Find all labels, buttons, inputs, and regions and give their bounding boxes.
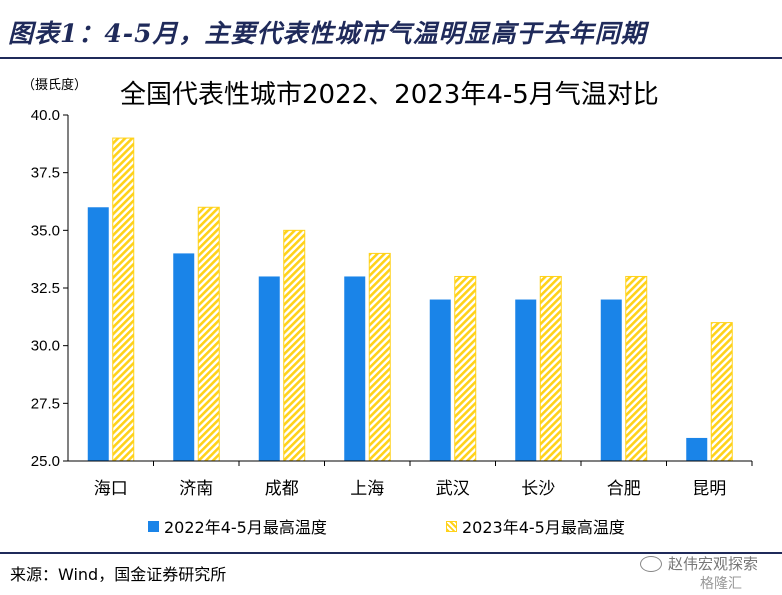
bars [87, 137, 733, 462]
bar-2023 [112, 137, 135, 462]
y-tick-label: 37.5 [31, 165, 60, 182]
x-tick-label: 成都 [265, 479, 299, 499]
legend-swatch-2023 [446, 520, 457, 532]
bar-2022 [686, 437, 708, 461]
legend-item-2023: 2023年4-5月最高温度 [446, 514, 625, 538]
y-tick-label: 25.0 [31, 453, 60, 470]
x-tick-label: 昆明 [692, 479, 726, 499]
bar-2022 [515, 299, 537, 461]
footer-rule [0, 552, 782, 554]
y-axis-unit: （摄氏度） [22, 78, 88, 93]
x-tick-label: 合肥 [607, 479, 641, 499]
bar-2023 [197, 206, 220, 462]
y-tick-label: 27.5 [31, 395, 60, 412]
figure-title: 图表1：4-5月，主要代表性城市气温明显高于去年同期 [8, 19, 647, 48]
bar-2022 [600, 299, 622, 461]
bar-2022 [87, 207, 109, 461]
y-tick-label: 32.5 [31, 280, 60, 297]
y-tick-label: 40.0 [31, 107, 60, 124]
wechat-icon [640, 555, 662, 572]
site-watermark: 格隆汇 [700, 576, 742, 592]
bar-2022 [344, 276, 366, 461]
bar-2023 [710, 322, 733, 462]
y-tick-label: 30.0 [31, 338, 60, 355]
bar-2022 [258, 276, 280, 461]
bar-2022 [173, 253, 195, 461]
title-rule [0, 57, 782, 59]
legend-label-2023: 2023年4-5月最高温度 [462, 518, 625, 537]
wechat-account: 赵伟宏观探索 [668, 555, 759, 573]
bar-2022 [429, 299, 451, 461]
chart-title: 全国代表性城市2022、2023年4-5月气温对比 [120, 80, 659, 110]
bar-2023 [368, 252, 391, 462]
bar-2023 [283, 229, 306, 462]
source-note: 来源：Wind，国金证券研究所 [10, 565, 227, 584]
legend-swatch-2022 [148, 520, 159, 532]
bar-2023 [539, 275, 562, 462]
y-tick-label: 35.0 [31, 222, 60, 239]
x-tick-label: 海口 [94, 479, 128, 499]
bar-2023 [625, 275, 648, 462]
legend-label-2022: 2022年4-5月最高温度 [164, 518, 327, 537]
x-tick-label: 长沙 [521, 479, 555, 499]
wechat-watermark: 赵伟宏观探索 [640, 553, 758, 574]
x-tick-label: 上海 [350, 479, 384, 499]
x-tick-label: 济南 [179, 479, 213, 499]
x-axis: 海口 济南 成都 上海 武汉 长沙 合肥 昆明 [68, 460, 753, 499]
y-axis: 25.0 27.5 30.0 32.5 35.0 37.5 40.0 [31, 107, 69, 470]
x-tick-label: 武汉 [436, 479, 470, 499]
bar-2023 [454, 275, 477, 462]
legend-item-2022: 2022年4-5月最高温度 [148, 514, 327, 538]
